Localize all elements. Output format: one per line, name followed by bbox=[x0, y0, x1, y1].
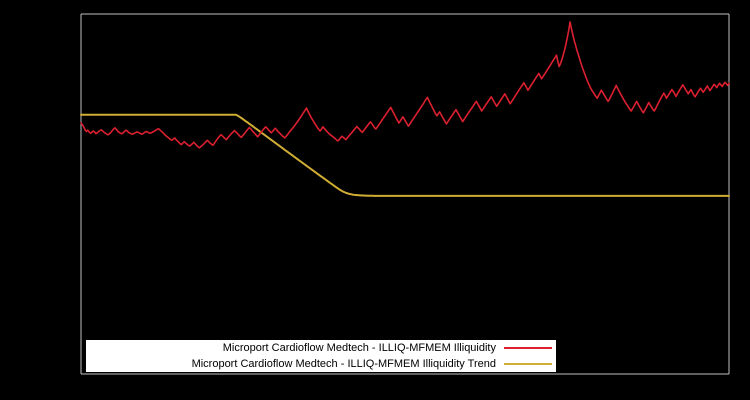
legend-swatch-illiquidity bbox=[504, 342, 552, 354]
chart-series-group bbox=[80, 21, 730, 197]
legend-item-illiquidity-trend[interactable]: Microport Cardioflow Medtech - ILLIQ-MFM… bbox=[86, 356, 556, 372]
y-axis-tick-labels: 10000001000001000010001001010 bbox=[0, 0, 76, 400]
illiquidity-series-line bbox=[80, 21, 730, 149]
chart-axes bbox=[80, 13, 730, 375]
legend-label-illiquidity: Microport Cardioflow Medtech - ILLIQ-MFM… bbox=[222, 342, 496, 354]
trend-series-line bbox=[80, 113, 730, 197]
legend-swatch-illiquidity-trend bbox=[504, 358, 552, 370]
legend-item-illiquidity[interactable]: Microport Cardioflow Medtech - ILLIQ-MFM… bbox=[86, 340, 556, 356]
chart-legend[interactable]: Microport Cardioflow Medtech - ILLIQ-MFM… bbox=[86, 340, 556, 372]
legend-label-illiquidity-trend: Microport Cardioflow Medtech - ILLIQ-MFM… bbox=[191, 358, 496, 370]
